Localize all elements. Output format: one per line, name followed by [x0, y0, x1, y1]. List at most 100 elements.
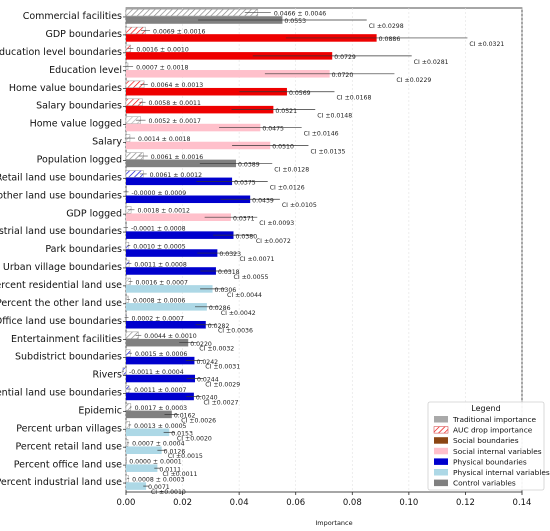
- auc-value-label: 0.0000 ± 0.0001: [129, 459, 181, 466]
- category-label: Epidemic: [78, 405, 122, 416]
- legend-swatch: [433, 426, 449, 434]
- category-label: Home value logged: [30, 119, 122, 130]
- legend-item: Physical boundaries: [434, 457, 527, 466]
- feature-row: 0.0007 ± 0.0018 0.0720 CI ±0.0229: [122, 62, 431, 84]
- traditional-value-label: 0.0380: [235, 233, 257, 240]
- traditional-value-label: 0.0306: [215, 287, 237, 294]
- traditional-value-label: 0.0371: [233, 215, 255, 222]
- category-label: Urban village boundaries: [3, 262, 122, 273]
- traditional-bar: [126, 195, 251, 204]
- auc-value-label: 0.0058 ± 0.0011: [149, 100, 201, 107]
- ci-label: CI ±0.0011: [163, 471, 198, 478]
- traditional-value-label: 0.0720: [332, 72, 354, 79]
- traditional-bar: [126, 303, 207, 311]
- traditional-bar: [126, 159, 237, 168]
- legend-box: [427, 401, 545, 491]
- traditional-bar: [126, 392, 194, 401]
- traditional-value-label: 0.0553: [284, 18, 306, 25]
- traditional-value-label: 0.0318: [218, 269, 240, 276]
- category-label: GDP boundaries: [45, 29, 122, 40]
- ci-label: CI ±0.0281: [414, 59, 449, 66]
- auc-bar: [125, 8, 259, 17]
- traditional-value-label: 0.0282: [208, 323, 230, 330]
- ci-label: CI ±0.0042: [221, 310, 256, 317]
- traditional-value-label: 0.0244: [197, 377, 219, 384]
- ci-label: CI ±0.0072: [256, 238, 291, 245]
- auc-value-label: -0.0000 ± 0.0009: [132, 190, 187, 197]
- traditional-bar: [126, 87, 287, 96]
- x-tick-label: 0.08: [343, 498, 362, 508]
- ci-label: CI ±0.0031: [205, 364, 240, 371]
- traditional-bar: [126, 338, 189, 347]
- category-label: Percent office land use: [14, 459, 122, 470]
- auc-value-label: 0.0014 ± 0.0018: [138, 136, 190, 143]
- x-tick-label: 0.02: [173, 498, 192, 508]
- category-label: Residential land use boundaries: [0, 388, 122, 399]
- traditional-bar: [126, 70, 330, 78]
- x-tick-label: 0.12: [456, 498, 475, 508]
- ci-label: CI ±0.0020: [177, 435, 212, 442]
- traditional-bar: [126, 482, 147, 490]
- traditional-value-label: 0.0521: [275, 108, 297, 115]
- category-label: The other land use boundaries: [0, 190, 122, 201]
- auc-value-label: 0.0002 ± 0.0007: [132, 315, 184, 322]
- ci-label: CI ±0.0128: [274, 166, 309, 173]
- traditional-value-label: 0.0323: [219, 251, 241, 258]
- auc-value-label: 0.0466 ± 0.0046: [274, 11, 326, 18]
- x-tick-label: 0.00: [117, 498, 136, 508]
- feature-row: 0.0058 ± 0.0011 0.0521 CI ±0.0148: [125, 98, 352, 120]
- traditional-value-label: 0.0162: [174, 413, 196, 420]
- legend-item: Control variables: [434, 479, 516, 488]
- category-label: Commercial facilities: [23, 11, 122, 22]
- auc-value-label: 0.0052 ± 0.0017: [149, 118, 201, 125]
- ci-label: CI ±0.0093: [259, 220, 294, 227]
- feature-row: 0.0069 ± 0.0016 0.0886 CI ±0.0321: [125, 26, 504, 48]
- traditional-bar: [126, 285, 213, 293]
- traditional-value-label: 0.0569: [289, 90, 311, 97]
- category-labels: Commercial facilities GDP boundaries Educa…: [0, 11, 126, 488]
- auc-value-label: 0.0013 ± 0.0005: [134, 423, 186, 430]
- ci-label: CI ±0.0044: [227, 292, 262, 299]
- traditional-bar: [126, 213, 231, 221]
- x-axis-label: Importance: [315, 519, 352, 527]
- category-label: Percent urban villages: [16, 423, 122, 434]
- ci-label: CI ±0.0032: [199, 346, 234, 353]
- legend-swatch: [434, 416, 448, 423]
- legend-label: Social boundaries: [453, 436, 519, 445]
- category-label: Retail land use boundaries: [0, 172, 122, 183]
- category-label: Percent residential land use: [0, 280, 122, 291]
- traditional-bar: [126, 446, 162, 454]
- traditional-bar: [126, 52, 333, 60]
- feature-row: 0.0016 ± 0.0010 0.0729 CI ±0.0281: [125, 44, 449, 66]
- x-tick-label: 0.10: [399, 498, 418, 508]
- feature-row: 0.0061 ± 0.0016 0.0389 CI ±0.0128: [125, 152, 309, 173]
- traditional-bar: [126, 105, 274, 114]
- auc-value-label: 0.0007 ± 0.0004: [132, 441, 184, 448]
- legend-item: AUC drop importance: [433, 426, 533, 435]
- auc-value-label: -0.0001 ± 0.0008: [131, 226, 186, 233]
- traditional-bar: [126, 374, 196, 383]
- legend-item: Traditional importance: [434, 415, 537, 424]
- traditional-value-label: 0.0126: [164, 448, 186, 455]
- x-tick-label: 0.14: [513, 498, 532, 508]
- ci-label: CI ±0.0168: [336, 95, 371, 102]
- traditional-value-label: 0.0220: [190, 341, 212, 348]
- ci-label: CI ±0.0105: [282, 202, 317, 209]
- traditional-bar: [126, 410, 172, 419]
- legend-swatch: [434, 469, 448, 476]
- legend-item: Social internal variables: [434, 447, 542, 456]
- auc-value-label: 0.0016 ± 0.0010: [136, 46, 188, 53]
- traditional-value-label: 0.0439: [252, 197, 274, 204]
- auc-value-label: 0.0061 ± 0.0016: [151, 154, 203, 161]
- category-label: Industrial land use boundaries: [0, 226, 122, 237]
- traditional-bar: [126, 141, 271, 150]
- category-label: Rivers: [92, 370, 122, 381]
- auc-value-label: 0.0011 ± 0.0008: [134, 261, 186, 268]
